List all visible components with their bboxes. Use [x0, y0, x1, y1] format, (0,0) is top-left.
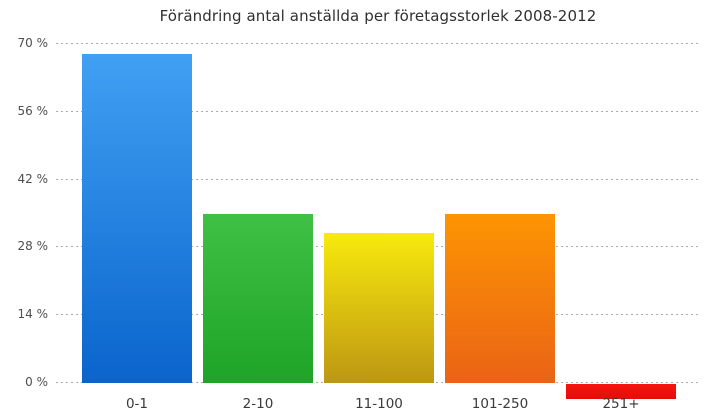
- gridline-42: [56, 179, 700, 181]
- y-axis-tick-label: 70 %: [17, 36, 49, 50]
- x-axis-tick-label: 11-100: [355, 396, 403, 412]
- bar-11-100: [324, 233, 434, 383]
- bar-0-1: [82, 54, 192, 383]
- y-axis-tick-label: 28 %: [17, 239, 49, 253]
- gridline-0: [56, 382, 700, 384]
- bar-2-10: [203, 214, 313, 383]
- gridline-56: [56, 111, 700, 113]
- y-axis-tick-label: 0 %: [25, 375, 48, 389]
- y-axis-tick-label: 14 %: [17, 307, 49, 321]
- bar-251+: [566, 384, 676, 399]
- bar-101-250: [445, 214, 555, 383]
- gridline-70: [56, 43, 700, 45]
- y-axis-tick-label: 42 %: [17, 172, 49, 186]
- x-axis-tick-label: 101-250: [471, 396, 529, 412]
- chart-title: Förändring antal anställda per företagss…: [159, 7, 597, 25]
- x-axis-tick-label: 0-1: [125, 396, 149, 412]
- x-axis-tick-label: 2-10: [242, 396, 274, 412]
- y-axis-tick-label: 56 %: [17, 104, 49, 118]
- x-axis-tick-label: 251+: [602, 396, 640, 412]
